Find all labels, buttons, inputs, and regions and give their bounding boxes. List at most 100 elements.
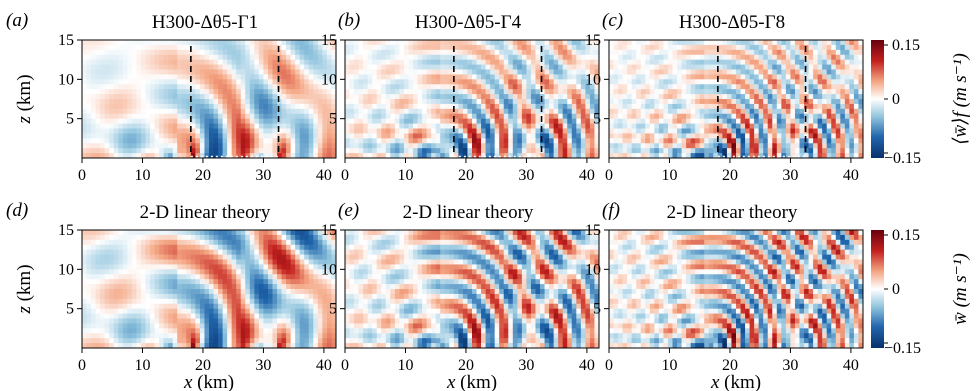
heatmap-cell [295,59,301,66]
heatmap-cell [663,138,669,144]
heatmap-cell [686,118,692,125]
heatmap-cell [109,44,115,51]
heatmap-cell [331,138,336,144]
heatmap-cell [490,113,496,120]
heatmap-cell [444,143,450,149]
heatmap-cell [549,148,555,154]
heatmap-cell [100,94,106,100]
heatmap-cell [658,54,665,61]
heatmap-cell [91,328,97,334]
heatmap-cell [636,49,642,56]
heatmap-cell [444,113,450,120]
heatmap-cell [695,118,701,125]
heatmap-cell [308,59,314,66]
heatmap-cell [413,103,419,110]
heatmap-cell [109,298,115,305]
heatmap-cell [385,69,391,76]
heatmap-cell [195,244,201,251]
heatmap-cell [91,148,97,154]
heatmap-cell [91,40,97,46]
heatmap-cell [440,113,446,120]
heatmap-cell [258,69,265,76]
heatmap-cell [127,89,133,95]
heatmap-cell [263,44,269,51]
heatmap-cell [95,44,101,51]
heatmap-cell [145,318,151,325]
heatmap-cell [227,230,233,236]
heatmap-cell [540,59,546,66]
heatmap-cell [104,230,110,236]
heatmap-cell [163,343,169,348]
heatmap-cell [295,44,301,51]
heatmap-cell [163,99,169,105]
heatmap-cell [399,103,405,110]
heatmap-cell [186,118,192,125]
heatmap-cell [726,64,733,71]
heatmap-cell [763,133,769,139]
heatmap-cell [813,108,819,115]
heatmap-cell [372,108,378,115]
heatmap-cell [281,84,287,90]
heatmap-cell [440,153,446,158]
heatmap-cell [286,123,292,130]
heatmap-cell [686,138,692,144]
heatmap-cell [295,99,301,105]
heatmap-cell [95,318,101,325]
heatmap-cell [699,133,705,139]
heatmap-cell [618,153,624,158]
heatmap-cell [722,79,728,85]
heatmap-cell [817,74,823,80]
heatmap-cell [549,133,555,139]
heatmap-cell [462,44,469,51]
heatmap-cell [190,40,196,46]
heatmap-cell [663,148,669,154]
heatmap-cell [122,138,128,144]
heatmap-cell [331,113,336,120]
heatmap-cell [154,74,160,80]
heatmap-cell [163,328,169,334]
heatmap-cell [317,143,323,149]
heatmap-cell [785,40,792,46]
heatmap-cell [326,138,333,144]
heatmap-cell [708,123,714,130]
heatmap-cell [145,40,151,46]
heatmap-cell [91,79,97,85]
heatmap-cell [822,40,828,46]
heatmap-cell [281,44,287,51]
heatmap-cell [267,59,274,66]
heatmap-cell [163,333,169,339]
heatmap-cell [236,308,242,315]
heatmap-cell [594,89,599,95]
heatmap-cell [494,103,500,110]
heatmap-cell [127,143,133,149]
heatmap-cell [717,128,723,135]
heatmap-cell [322,153,328,158]
heatmap-cell [231,249,237,256]
heatmap-cell [331,49,336,56]
heatmap-cell [186,313,192,320]
heatmap-cell [408,54,414,61]
heatmap-cell [672,79,678,85]
heatmap-cell [431,44,437,51]
heatmap-cell [290,84,296,90]
heatmap-cell [127,40,133,46]
heatmap-cell [636,133,642,139]
heatmap-cell [190,264,196,270]
heatmap-cell [313,74,319,80]
heatmap-cell [209,128,215,135]
heatmap-cell [826,143,832,149]
heatmap-cell [209,234,215,241]
heatmap-cell [521,59,528,66]
heatmap-cell [363,54,369,61]
heatmap-cell [417,128,423,135]
heatmap-cell [286,74,292,80]
heatmap-cell [209,54,215,61]
heatmap-cell [722,74,728,80]
heatmap-cell [299,153,305,158]
heatmap-cell [571,40,577,46]
heatmap-cell [622,79,628,85]
heatmap-cell [267,89,274,95]
heatmap-cell [453,40,459,46]
heatmap-cell [222,230,228,236]
heatmap-cell [313,118,319,125]
